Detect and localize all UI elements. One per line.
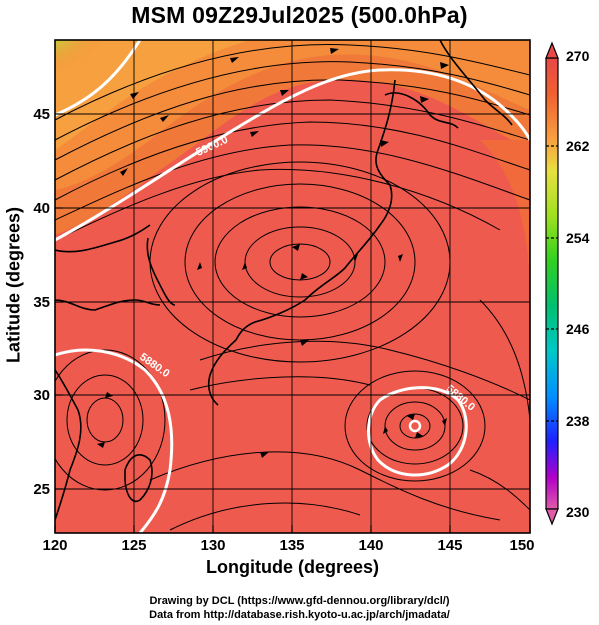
footer-credit-drawing: Drawing by DCL (https://www.gfd-dennou.o… — [149, 595, 450, 607]
x-axis-title: Longitude (degrees) — [205, 557, 379, 577]
map-title: MSM 09Z29Jul2025 (500.0hPa) — [131, 2, 468, 28]
y-tick-labels: 25 30 35 40 45 — [33, 106, 50, 498]
colorbar-label: 254 — [566, 230, 590, 246]
coast-china-south — [55, 369, 82, 521]
colorbar-label: 238 — [566, 413, 590, 429]
x-tick-labels: 120 125 130 135 140 145 150 — [42, 537, 534, 554]
axis-ticks — [54, 113, 531, 533]
x-tick-label: 140 — [358, 537, 383, 554]
y-tick-label: 25 — [33, 481, 50, 498]
streamline-arrows — [97, 48, 449, 458]
y-axis-title: Latitude (degrees) — [3, 206, 24, 364]
colorbar-label: 262 — [566, 138, 590, 154]
colorbar-body — [545, 57, 559, 510]
coast-bohai — [55, 224, 151, 253]
coast-honshu — [235, 79, 396, 341]
footer-credit-data: Data from http://database.rish.kyoto-u.a… — [149, 609, 450, 621]
x-tick-label: 145 — [437, 537, 462, 554]
x-tick-label: 135 — [279, 537, 304, 554]
x-tick-label: 120 — [42, 537, 67, 554]
y-tick-label: 40 — [33, 200, 50, 217]
colorbar-label: 270 — [566, 48, 590, 64]
x-tick-label: 130 — [200, 537, 225, 554]
colorbar-bottom-arrow — [545, 508, 559, 526]
contour-5880-west — [55, 348, 174, 533]
contour-5900 — [55, 68, 530, 242]
x-tick-label: 150 — [509, 537, 534, 554]
colorbar-label: 230 — [566, 504, 590, 520]
y-tick-label: 45 — [33, 106, 50, 123]
colorbar-top-arrow — [545, 41, 559, 59]
high-center-marker — [408, 419, 422, 433]
contour-top-left — [55, 40, 142, 117]
x-tick-label: 125 — [121, 537, 146, 554]
lat-lon-grid — [55, 40, 530, 533]
colorbar-label: 246 — [566, 321, 590, 337]
coast-taiwan — [124, 454, 153, 502]
y-tick-label: 35 — [33, 294, 50, 311]
coast-korea — [146, 237, 176, 306]
y-tick-label: 30 — [33, 387, 50, 404]
coast-china-east — [55, 299, 161, 311]
coast-hokkaido — [384, 92, 459, 129]
colorbar: 270 262 254 246 238 230 — [545, 41, 590, 526]
